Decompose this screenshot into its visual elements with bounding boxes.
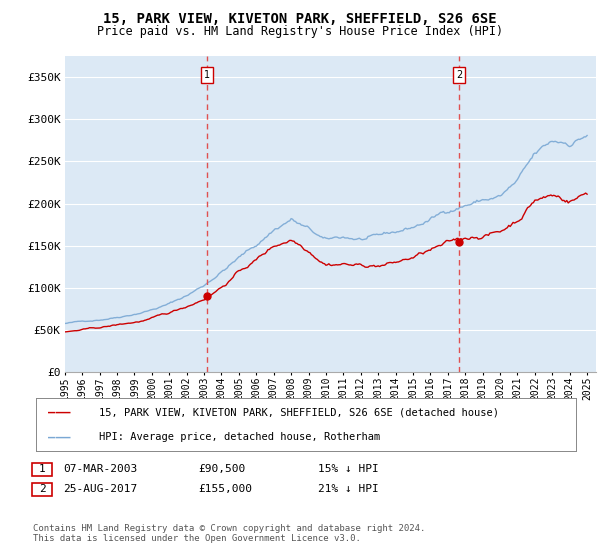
- Text: 21% ↓ HPI: 21% ↓ HPI: [318, 484, 379, 494]
- Text: ———: ———: [48, 431, 71, 444]
- Text: HPI: Average price, detached house, Rotherham: HPI: Average price, detached house, Roth…: [99, 432, 380, 442]
- Text: £90,500: £90,500: [198, 464, 245, 474]
- Text: 15, PARK VIEW, KIVETON PARK, SHEFFIELD, S26 6SE: 15, PARK VIEW, KIVETON PARK, SHEFFIELD, …: [103, 12, 497, 26]
- Text: Contains HM Land Registry data © Crown copyright and database right 2024.
This d: Contains HM Land Registry data © Crown c…: [33, 524, 425, 543]
- Text: 2: 2: [38, 484, 46, 494]
- Text: ———: ———: [48, 406, 71, 419]
- Text: Price paid vs. HM Land Registry's House Price Index (HPI): Price paid vs. HM Land Registry's House …: [97, 25, 503, 38]
- Text: 25-AUG-2017: 25-AUG-2017: [63, 484, 137, 494]
- Text: £155,000: £155,000: [198, 484, 252, 494]
- Text: 2: 2: [456, 70, 462, 80]
- Text: 1: 1: [204, 70, 210, 80]
- Text: 1: 1: [38, 464, 46, 474]
- Text: 07-MAR-2003: 07-MAR-2003: [63, 464, 137, 474]
- Text: 15, PARK VIEW, KIVETON PARK, SHEFFIELD, S26 6SE (detached house): 15, PARK VIEW, KIVETON PARK, SHEFFIELD, …: [99, 408, 499, 418]
- Text: 15% ↓ HPI: 15% ↓ HPI: [318, 464, 379, 474]
